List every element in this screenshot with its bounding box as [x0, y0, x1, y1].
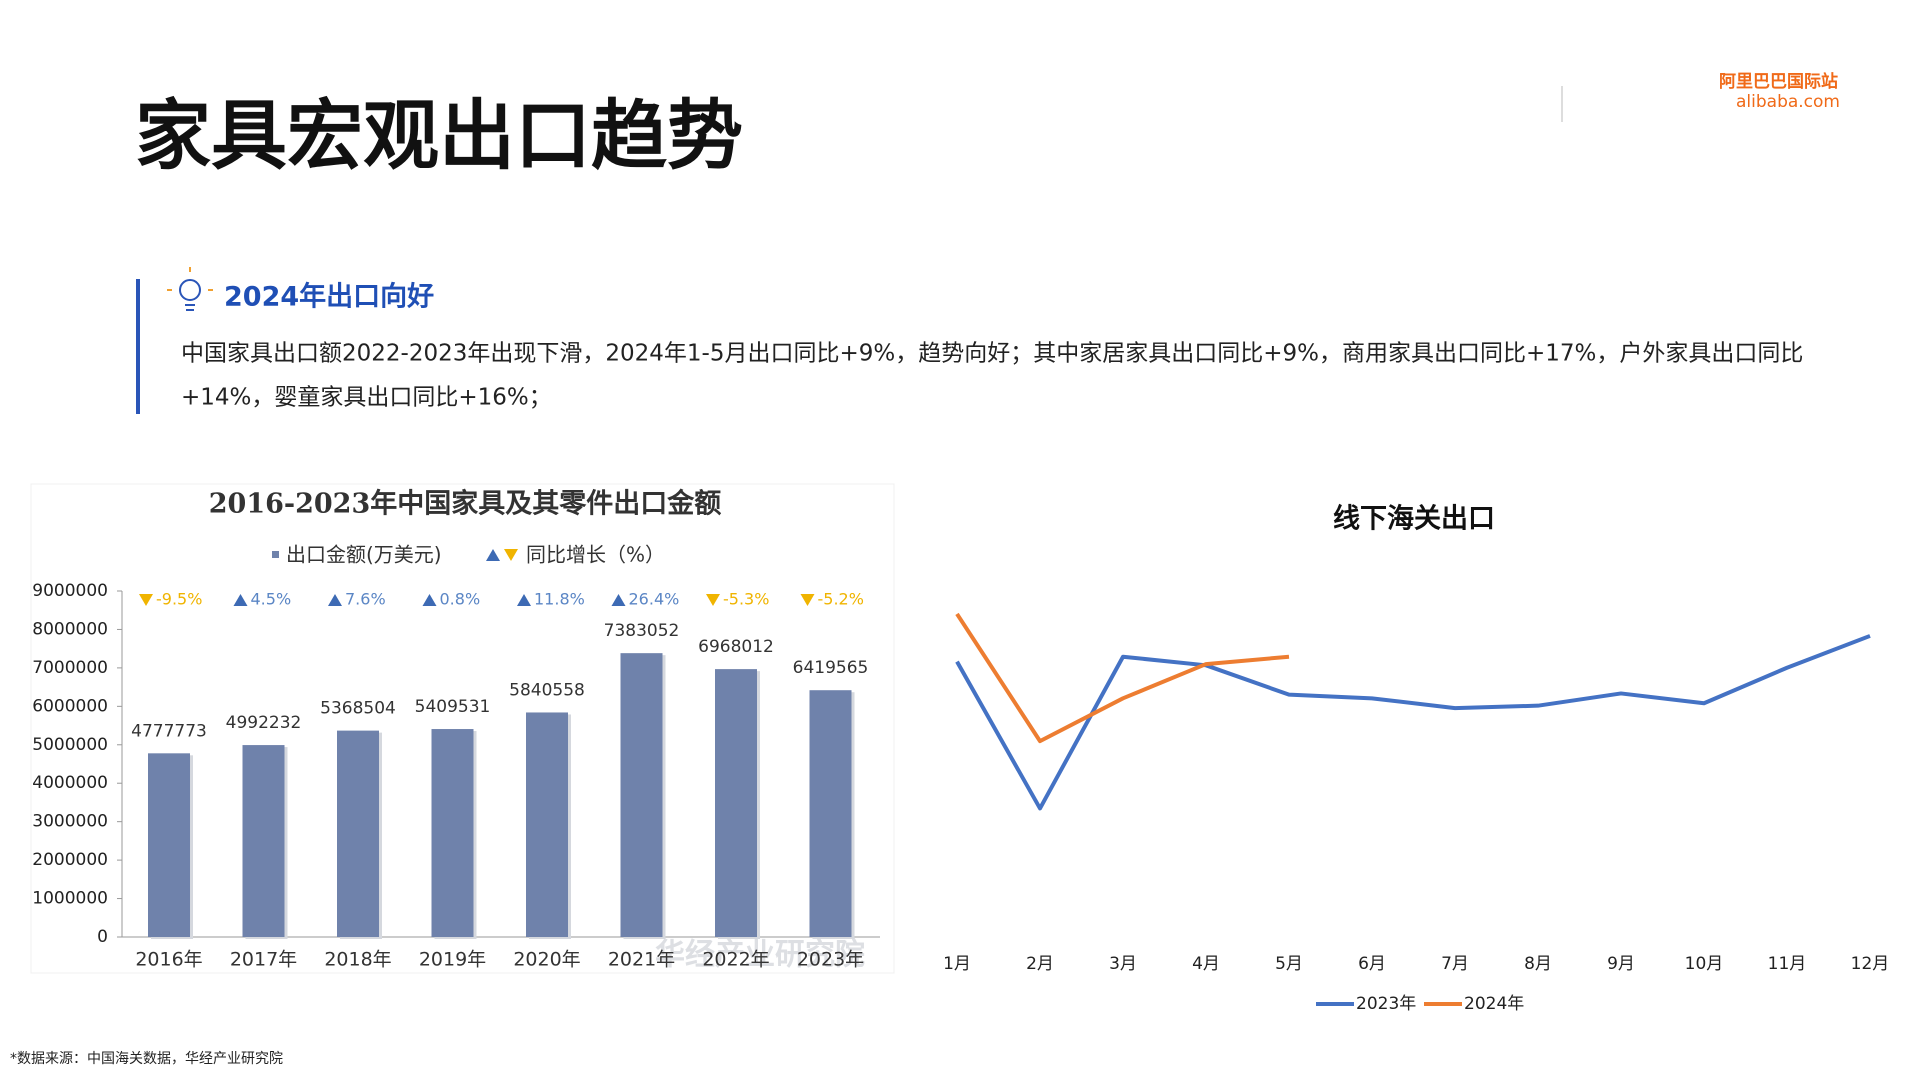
line-series — [955, 612, 1290, 744]
value-label: 6419565 — [793, 658, 869, 678]
x-tick-label: 4月 — [1192, 954, 1220, 974]
y-tick-label: 7000000 — [32, 658, 108, 678]
growth-arrow — [706, 594, 720, 606]
y-tick-label: 2000000 — [32, 850, 108, 870]
logo-cn: 阿里巴巴国际站 — [1719, 71, 1838, 92]
legend-swatch — [272, 551, 279, 558]
growth-arrow — [422, 594, 437, 606]
legend-label: 出口金额(万美元) — [286, 543, 442, 567]
x-tick-label: 8月 — [1524, 954, 1552, 974]
value-label: 4777773 — [131, 721, 207, 741]
x-tick-label: 2019年 — [419, 949, 486, 971]
bar — [337, 730, 379, 937]
x-tick-label: 2016年 — [135, 949, 202, 971]
growth-arrow — [328, 594, 342, 606]
x-tick-label: 7月 — [1441, 954, 1469, 974]
x-tick-label: 2022年 — [702, 949, 769, 971]
watermark: 华经产业研究院 — [655, 938, 865, 973]
y-tick-label: 4000000 — [32, 773, 108, 793]
value-label: 5840558 — [509, 680, 585, 700]
legend-label: 2024年 — [1464, 994, 1524, 1014]
x-tick-label: 1月 — [943, 954, 971, 974]
y-tick-label: 1000000 — [32, 889, 108, 909]
bar — [715, 669, 757, 937]
x-tick-label: 2021年 — [608, 949, 675, 971]
y-tick-label: 9000000 — [32, 581, 108, 601]
y-tick-label: 8000000 — [32, 619, 108, 639]
value-label: 4992232 — [226, 713, 302, 733]
growth-label: -5.3% — [723, 590, 769, 609]
y-tick-label: 3000000 — [32, 812, 108, 832]
legend-label: 2023年 — [1356, 994, 1416, 1014]
x-tick-label: 12月 — [1851, 954, 1890, 974]
growth-arrow — [611, 594, 626, 606]
x-tick-label: 2020年 — [513, 949, 580, 971]
x-tick-label: 2017年 — [230, 949, 297, 971]
source-note: *数据来源：中国海关数据，华经产业研究院 — [10, 1051, 283, 1067]
chart-title: 2016-2023年中国家具及其零件出口金额 — [209, 488, 722, 520]
paragraph-line: 中国家具出口额2022-2023年出现下滑，2024年1-5月出口同比+9%，趋… — [181, 341, 1803, 367]
bulb-icon — [167, 267, 213, 311]
legend-label: 同比增长（%） — [526, 543, 665, 567]
value-label: 5368504 — [320, 699, 396, 719]
growth-arrow — [800, 594, 815, 606]
x-tick-label: 11月 — [1768, 954, 1807, 974]
value-label: 5409531 — [415, 697, 491, 717]
x-tick-label: 2023年 — [797, 949, 864, 971]
value-label: 7383052 — [604, 621, 680, 641]
x-tick-label: 9月 — [1607, 954, 1635, 974]
x-tick-label: 6月 — [1358, 954, 1386, 974]
bar — [242, 745, 285, 937]
growth-label: 11.8% — [534, 590, 585, 609]
growth-arrow — [517, 594, 531, 606]
growth-label: 4.5% — [251, 590, 292, 609]
x-tick-label: 10月 — [1685, 954, 1724, 974]
y-tick-label: 5000000 — [32, 735, 108, 755]
y-tick-label: 6000000 — [32, 696, 108, 716]
bar — [620, 653, 663, 937]
line-series — [955, 634, 1871, 811]
bar — [526, 712, 568, 937]
page-title: 家具宏观出口趋势 — [135, 91, 743, 180]
growth-label: 26.4% — [629, 590, 680, 609]
value-label: 6968012 — [698, 637, 774, 657]
legend-arrow-up — [486, 549, 500, 561]
growth-arrow — [233, 594, 248, 606]
growth-label: -9.5% — [156, 590, 202, 609]
growth-label: -5.2% — [818, 590, 864, 609]
x-tick-label: 3月 — [1109, 954, 1137, 974]
chart-title: 线下海关出口 — [1333, 504, 1495, 535]
x-tick-label: 5月 — [1275, 954, 1303, 974]
y-tick-label: 0 — [97, 927, 108, 947]
legend-arrow-down — [504, 549, 518, 561]
logo-en: alibaba.com — [1736, 92, 1840, 112]
bar — [809, 690, 852, 937]
bar — [431, 729, 474, 937]
growth-arrow — [139, 594, 153, 606]
x-tick-label: 2月 — [1026, 954, 1054, 974]
growth-label: 0.8% — [440, 590, 481, 609]
bar — [148, 753, 190, 937]
x-tick-label: 2018年 — [324, 949, 391, 971]
section-bar — [136, 279, 140, 414]
section-heading: 2024年出口向好 — [224, 281, 434, 313]
paragraph-line: +14%，婴童家具出口同比+16%； — [181, 385, 552, 411]
growth-label: 7.6% — [345, 590, 386, 609]
